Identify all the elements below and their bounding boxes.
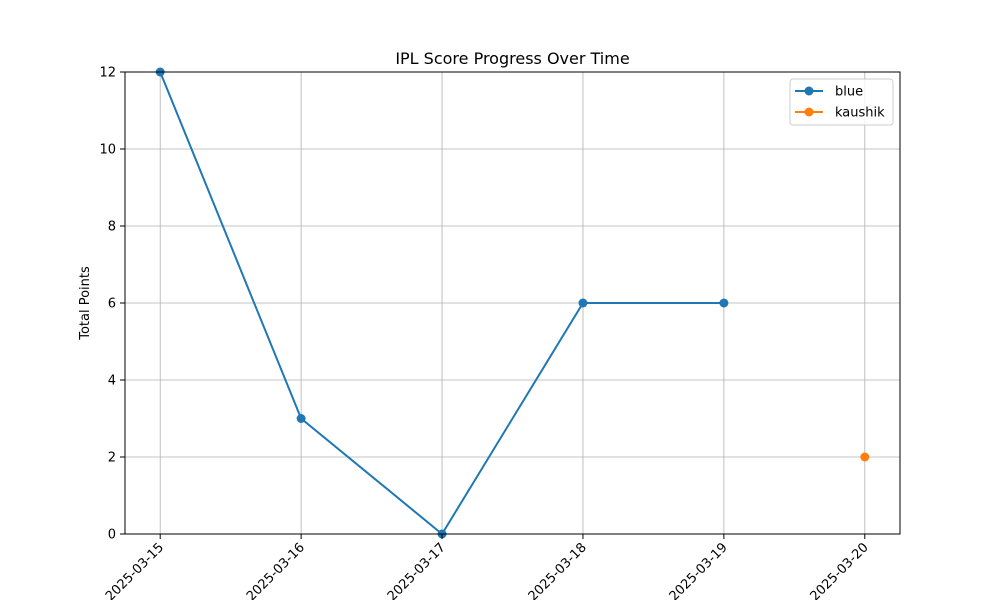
legend: blue kaushik [789,78,894,126]
y-tick-label: 2 [108,451,116,466]
legend-item: kaushik [795,106,885,121]
legend-marker [804,86,814,96]
y-tick-label: 6 [108,297,116,312]
y-tick-label: 8 [108,220,116,235]
legend-marker [804,107,814,117]
legend-label: kaushik [835,106,885,121]
chart-title: IPL Score Progress Over Time [395,49,629,68]
data-point [296,414,306,423]
data-point [578,298,588,308]
data-point [860,452,870,462]
y-axis-label: Total Points [78,266,93,341]
y-tick-label: 4 [108,374,116,389]
y-tick-label: 10 [99,143,116,158]
y-axis-ticks: 0 2 4 6 8 10 12 [99,66,125,543]
y-tick-label: 0 [108,528,116,543]
data-point [719,298,729,308]
y-tick-label: 12 [99,66,116,81]
legend-label: blue [835,85,863,100]
series-kaushik [860,452,870,462]
legend-item: blue [795,85,863,100]
